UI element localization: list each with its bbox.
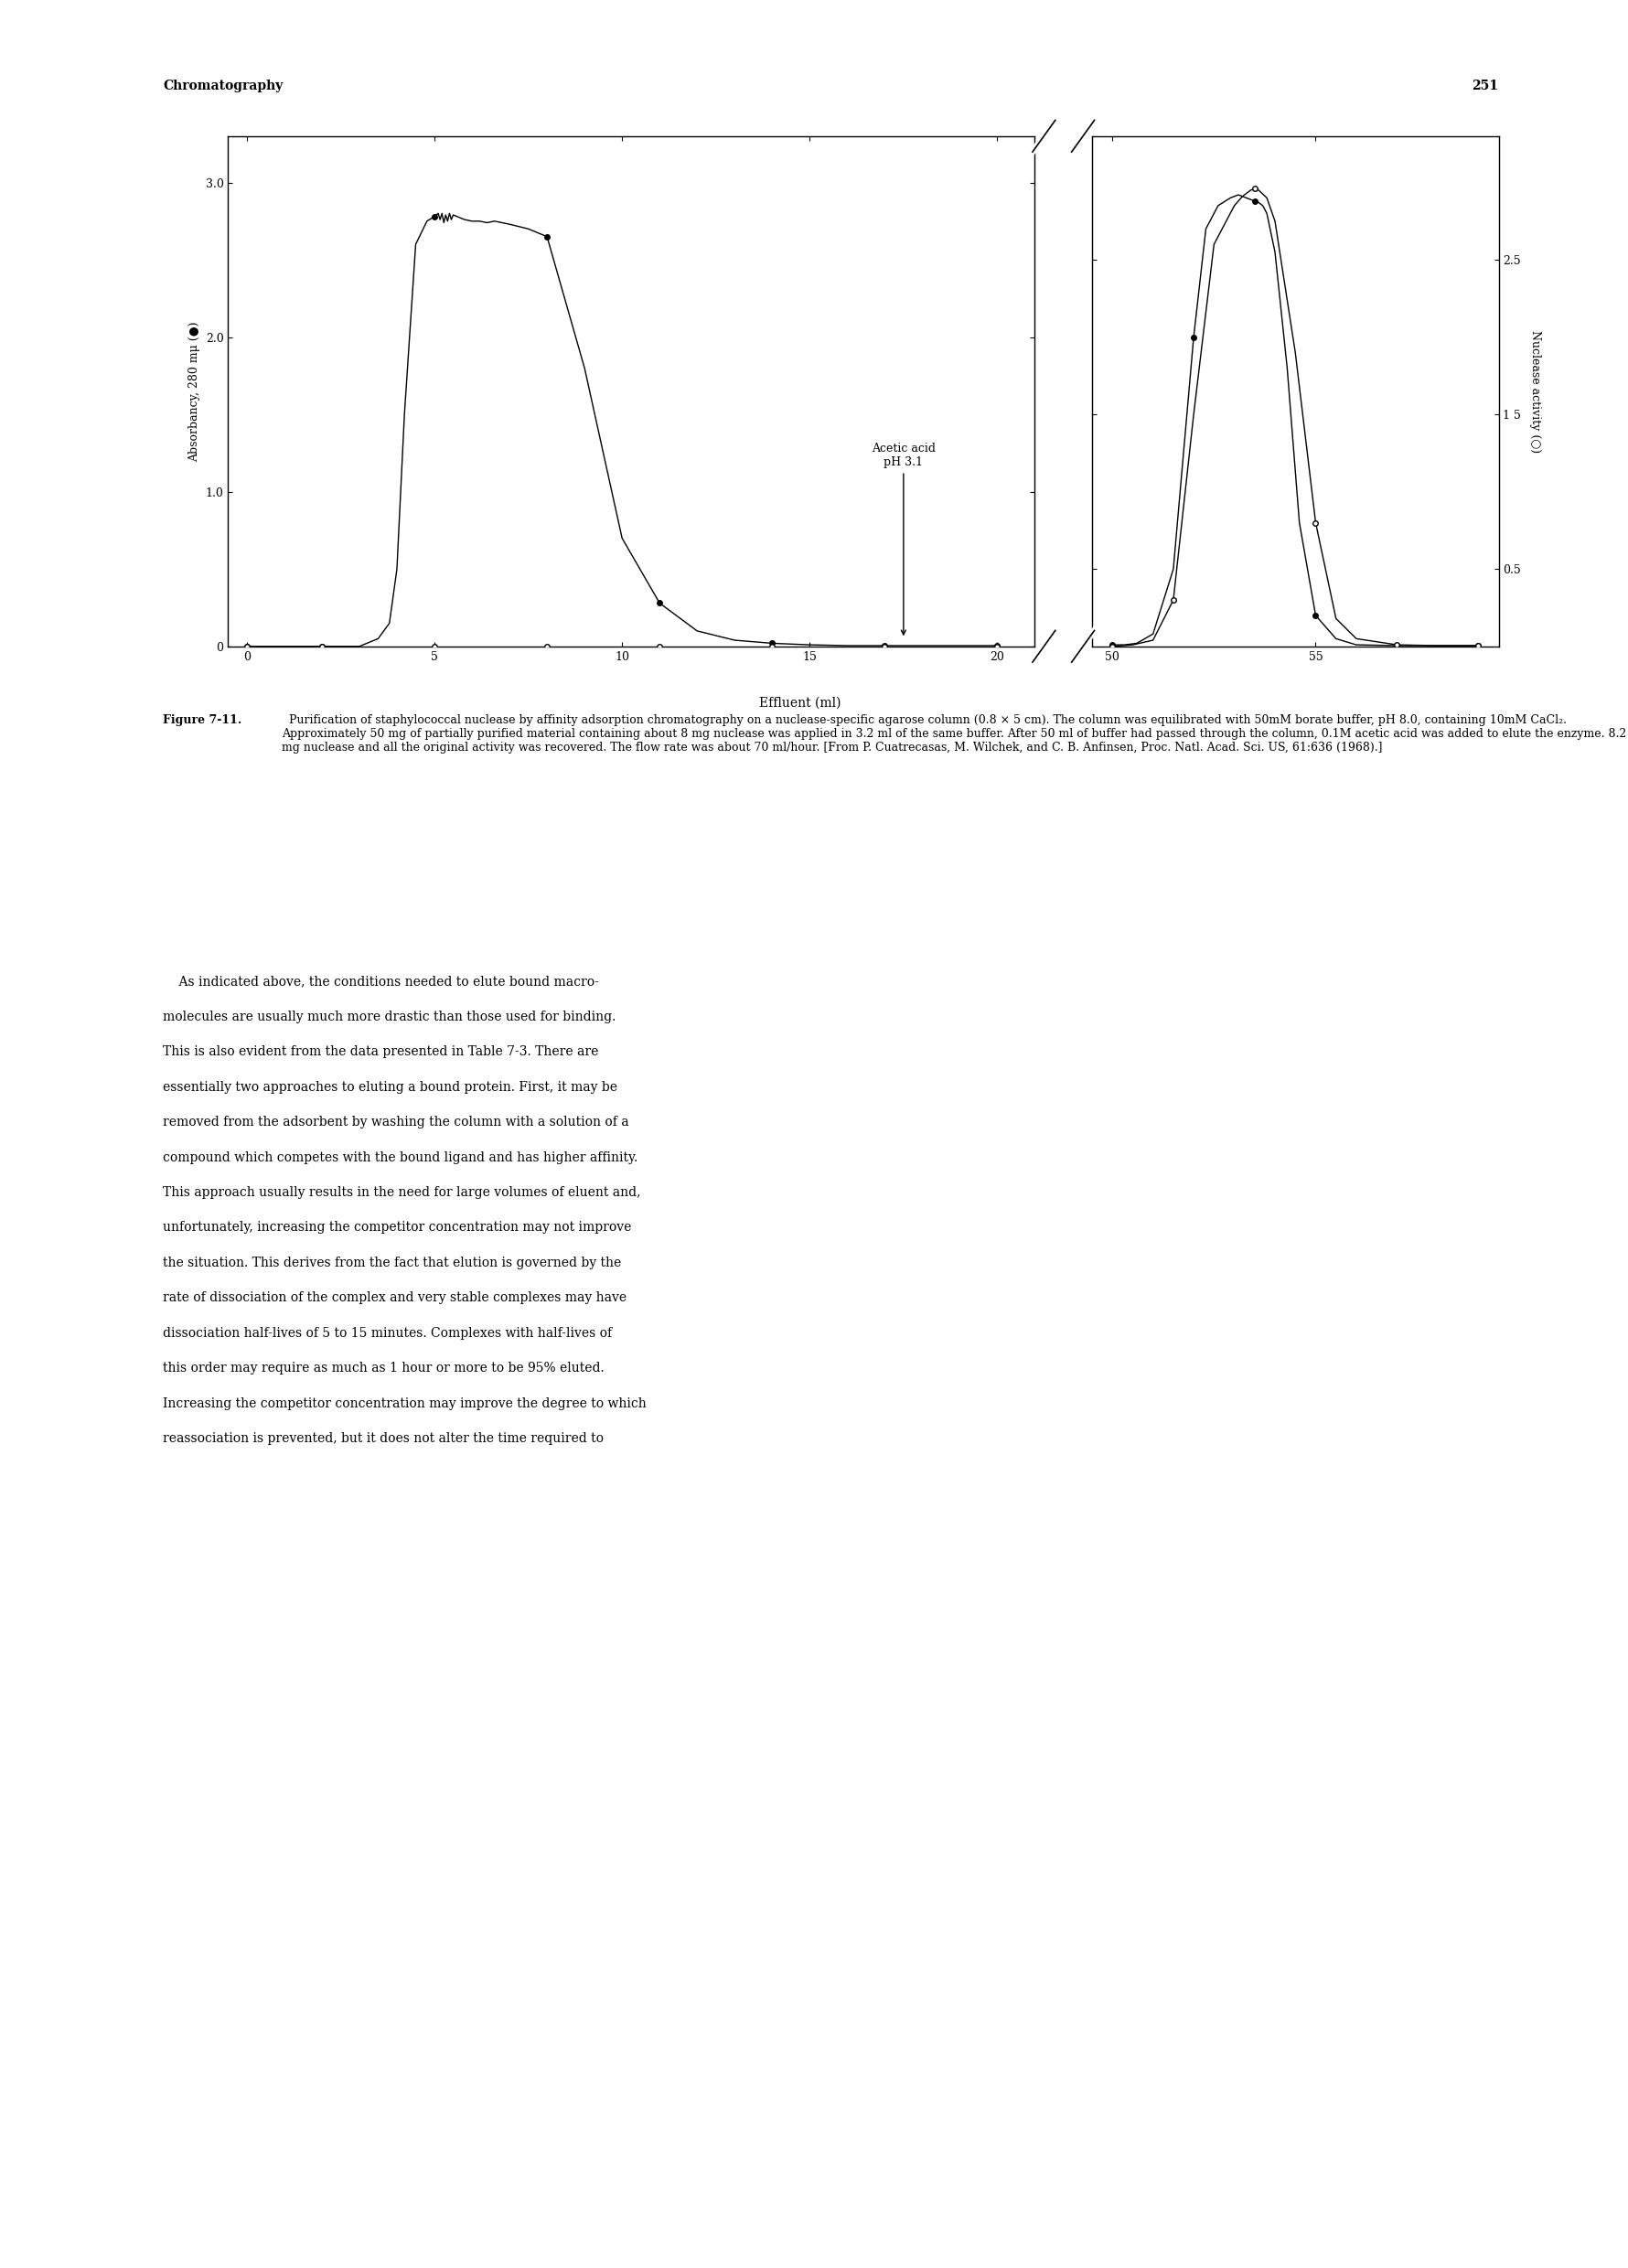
Text: Figure 7-11.: Figure 7-11. <box>163 714 241 726</box>
Text: Increasing the competitor concentration may improve the degree to which: Increasing the competitor concentration … <box>163 1397 646 1411</box>
Text: Chromatography: Chromatography <box>163 79 283 93</box>
Text: As indicated above, the conditions needed to elute bound macro-: As indicated above, the conditions neede… <box>163 975 599 989</box>
Y-axis label: Absorbancy, 280 mμ (●): Absorbancy, 280 mμ (●) <box>189 322 200 460</box>
Text: Purification of staphylococcal nuclease by affinity adsorption chromatography on: Purification of staphylococcal nuclease … <box>282 714 1626 753</box>
Text: Effluent (ml): Effluent (ml) <box>759 696 840 710</box>
Text: This is also evident from the data presented in Table 7-3. There are: This is also evident from the data prese… <box>163 1046 597 1059</box>
Text: This approach usually results in the need for large volumes of eluent and,: This approach usually results in the nee… <box>163 1186 640 1200</box>
Text: essentially two approaches to eluting a bound protein. First, it may be: essentially two approaches to eluting a … <box>163 1082 617 1093</box>
Text: molecules are usually much more drastic than those used for binding.: molecules are usually much more drastic … <box>163 1012 615 1023</box>
Text: reassociation is prevented, but it does not alter the time required to: reassociation is prevented, but it does … <box>163 1433 604 1445</box>
Y-axis label: Nuclease activity (○): Nuclease activity (○) <box>1529 329 1540 454</box>
Text: rate of dissociation of the complex and very stable complexes may have: rate of dissociation of the complex and … <box>163 1293 627 1304</box>
Text: dissociation half-lives of 5 to 15 minutes. Complexes with half-lives of: dissociation half-lives of 5 to 15 minut… <box>163 1327 612 1340</box>
Text: the situation. This derives from the fact that elution is governed by the: the situation. This derives from the fac… <box>163 1256 620 1270</box>
Text: Acetic acid
pH 3.1: Acetic acid pH 3.1 <box>871 442 934 635</box>
Text: removed from the adsorbent by washing the column with a solution of a: removed from the adsorbent by washing th… <box>163 1116 628 1129</box>
Text: unfortunately, increasing the competitor concentration may not improve: unfortunately, increasing the competitor… <box>163 1220 632 1234</box>
Text: compound which competes with the bound ligand and has higher affinity.: compound which competes with the bound l… <box>163 1152 638 1163</box>
Text: this order may require as much as 1 hour or more to be 95% eluted.: this order may require as much as 1 hour… <box>163 1361 604 1374</box>
Text: 251: 251 <box>1472 79 1498 93</box>
